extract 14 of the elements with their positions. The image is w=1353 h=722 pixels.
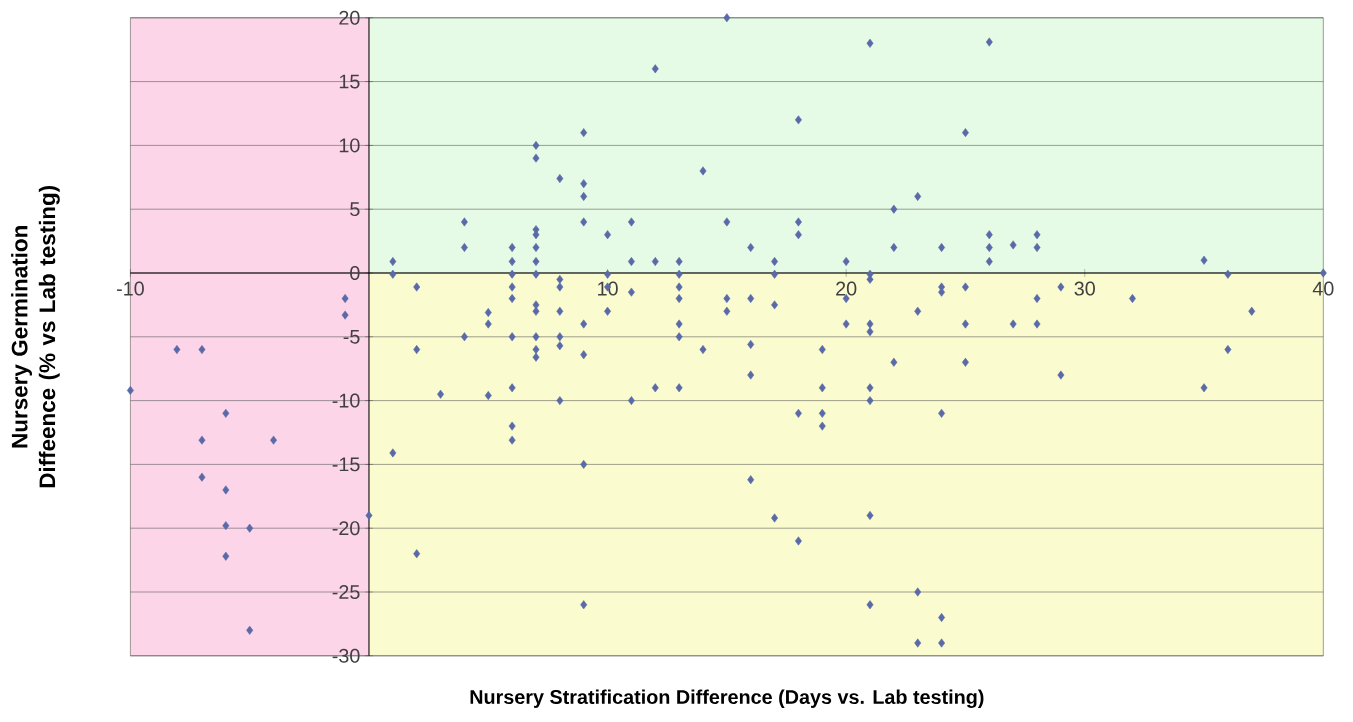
x-axis-title: Nursery Stratification Difference (Days vs. Lab testing) xyxy=(470,689,984,708)
y-tick-label: 15 xyxy=(339,74,360,89)
x-tick-label: 20 xyxy=(836,281,857,296)
y-tick-label: -10 xyxy=(332,393,360,408)
x-tick-label: 30 xyxy=(1074,281,1095,296)
x-tick-label: 40 xyxy=(1312,281,1334,296)
y-tick-label: 10 xyxy=(339,138,360,153)
y-tick-label: -20 xyxy=(332,521,360,536)
y-tick-label: -15 xyxy=(332,457,360,472)
y-axis-title: Nursery Germination Diffeence (% vs Lab testing) xyxy=(11,185,60,488)
y-tick-label: 5 xyxy=(350,202,360,217)
y-tick-label: -5 xyxy=(343,329,360,344)
x-tick-label: -10 xyxy=(116,281,144,296)
y-tick-label: -25 xyxy=(332,584,360,599)
